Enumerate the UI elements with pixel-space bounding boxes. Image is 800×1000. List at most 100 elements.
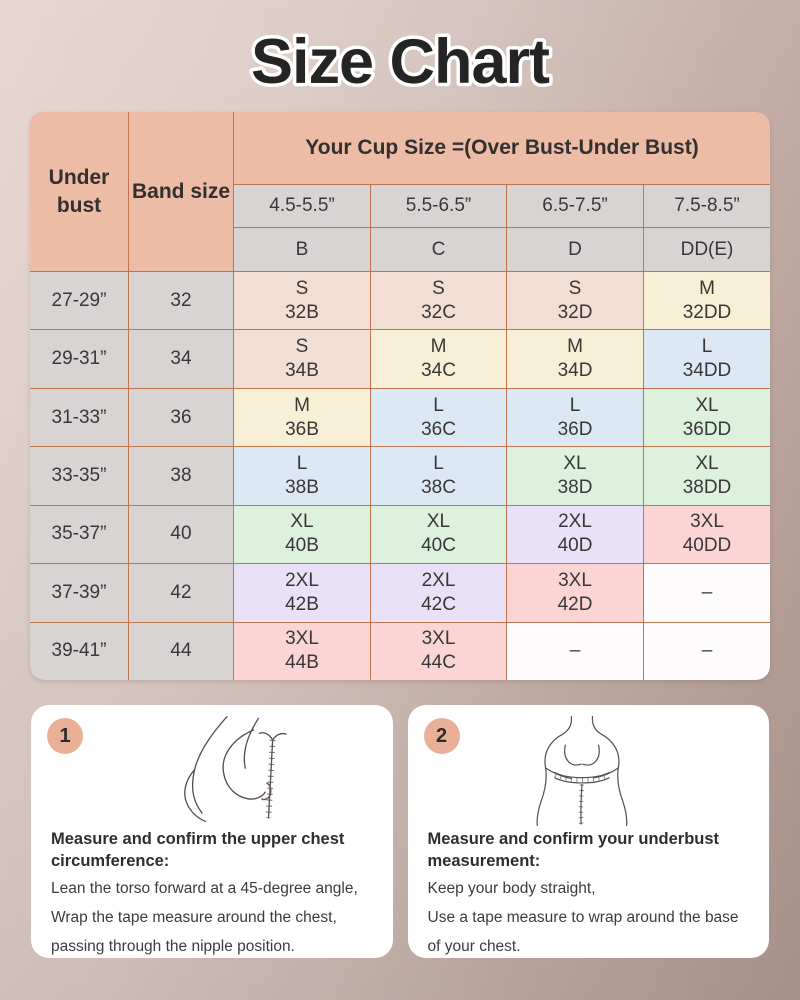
size-cell: L 36C <box>371 388 506 447</box>
size-label: 2XL <box>558 511 592 533</box>
sku-label: 32D <box>557 301 593 323</box>
sku-label: 34C <box>421 360 456 382</box>
cup-size-header: Your Cup Size =(Over Bust-Under Bust) <box>234 112 770 184</box>
size-cell-empty: – <box>644 564 770 622</box>
sku-label: 42B <box>285 593 319 615</box>
under-bust-cell: 31-33” <box>30 388 128 447</box>
size-label: 3XL <box>690 511 724 533</box>
size-label: XL <box>563 452 587 474</box>
size-cell: 3XL 44C <box>371 622 506 680</box>
band-size-cell: 42 <box>129 564 233 622</box>
bust-range-cell: 5.5-6.5” <box>371 185 506 227</box>
size-cell: L 38C <box>371 447 506 505</box>
size-label: S <box>295 336 309 358</box>
under-bust-cell: 35-37” <box>30 505 128 564</box>
step-heading: Measure and confirm the upper chest circ… <box>51 830 345 870</box>
band-size-cell: 32 <box>129 272 233 330</box>
cup-letter-cell: C <box>371 228 506 271</box>
sku-label: 38B <box>285 476 319 498</box>
size-label: XL <box>426 511 451 533</box>
step-heading: Measure and confirm your underbust measu… <box>427 830 720 870</box>
sku-label: 40DD <box>682 535 732 557</box>
sku-label: 40D <box>557 535 593 557</box>
size-cell: 3XL 44B <box>234 622 370 680</box>
bust-range-cell: 4.5-5.5” <box>234 185 370 227</box>
page-header: Size Chart <box>0 0 800 112</box>
upper-chest-measure-illustration <box>183 715 287 823</box>
band-size-cell: 38 <box>129 447 233 505</box>
sku-label: 40C <box>421 535 456 557</box>
bust-range-cell: 6.5-7.5” <box>507 185 643 227</box>
cup-letter-cell: DD(E) <box>644 228 770 271</box>
page-title-graphic: Size Chart <box>247 24 554 101</box>
under-bust-cell: 29-31” <box>30 330 128 388</box>
size-label: 2XL <box>285 569 319 591</box>
size-cell: 2XL 42C <box>371 564 506 622</box>
size-label: L <box>433 394 444 416</box>
size-label: XL <box>695 452 719 474</box>
under-bust-cell: 37-39” <box>30 564 128 622</box>
size-label: 3XL <box>421 628 456 650</box>
step-line: Wrap the tape measure around the chest, <box>51 909 337 926</box>
size-cell: 3XL 40DD <box>644 505 770 564</box>
size-label: 3XL <box>285 628 319 650</box>
size-cell: XL 38DD <box>644 447 770 505</box>
upper-chest-illustration-wrap <box>51 715 373 825</box>
size-cell-empty: – <box>644 622 770 680</box>
step-line: Lean the torso forward at a 45-degree an… <box>51 880 358 897</box>
size-cell: XL 38D <box>507 447 643 505</box>
size-label: L <box>296 452 308 474</box>
step-number-badge: 1 <box>47 718 83 754</box>
sku-label: 32DD <box>682 301 732 323</box>
sku-label: 34B <box>285 360 319 382</box>
sku-label: 38D <box>557 476 593 498</box>
under-bust-cell: 39-41” <box>30 622 128 680</box>
band-size-cell: 44 <box>129 622 233 680</box>
underbust-measure-illustration <box>536 715 628 827</box>
size-label: M <box>430 336 447 358</box>
bust-range-cell: 7.5-8.5” <box>644 185 770 227</box>
sku-label: 38DD <box>682 476 732 498</box>
size-label: S <box>568 277 582 299</box>
size-cell: XL 40B <box>234 505 370 564</box>
size-label: XL <box>290 511 314 533</box>
step-number-badge: 2 <box>423 718 460 754</box>
size-label: M <box>567 336 583 358</box>
sku-label: 36DD <box>682 418 732 440</box>
measurement-steps: 1 Measure and confirm the upper chest ci… <box>31 705 769 958</box>
band-size-cell: 36 <box>129 388 233 447</box>
under-bust-header: Under bust <box>30 112 128 271</box>
page-title: Size Chart <box>251 27 550 97</box>
size-label: L <box>701 336 713 358</box>
size-label: M <box>699 277 715 299</box>
size-cell: L 36D <box>507 388 643 447</box>
size-label: 2XL <box>421 569 456 591</box>
sku-label: 42C <box>421 593 456 615</box>
sku-label: 42D <box>557 593 593 615</box>
sku-label: 34D <box>557 360 593 382</box>
sku-label: 32B <box>285 301 319 323</box>
sku-label: 36B <box>285 418 319 440</box>
size-cell: XL 40C <box>371 505 506 564</box>
sku-label: 44B <box>285 652 319 674</box>
underbust-illustration-wrap <box>428 715 750 827</box>
step-card-upper-chest: 1 Measure and confirm the upper chest ci… <box>31 705 393 958</box>
size-cell: L 34DD <box>644 330 770 388</box>
size-cell: 2XL 40D <box>507 505 643 564</box>
size-label: L <box>569 394 581 416</box>
sku-label: 38C <box>421 476 456 498</box>
size-cell: M 34C <box>371 330 506 388</box>
sku-label: 32C <box>421 301 456 323</box>
cup-letter-cell: D <box>507 228 643 271</box>
size-cell: L 38B <box>234 447 370 505</box>
under-bust-cell: 27-29” <box>30 272 128 330</box>
sku-label: 40B <box>285 535 319 557</box>
size-cell: M 32DD <box>644 272 770 330</box>
size-table: Under bust Band size Your Cup Size =(Ove… <box>30 112 770 680</box>
size-label: S <box>432 277 445 299</box>
sku-label: 36D <box>557 418 593 440</box>
band-size-cell: 34 <box>129 330 233 388</box>
size-label: L <box>433 452 444 474</box>
cup-letter-cell: B <box>234 228 370 271</box>
band-size-cell: 40 <box>129 505 233 564</box>
